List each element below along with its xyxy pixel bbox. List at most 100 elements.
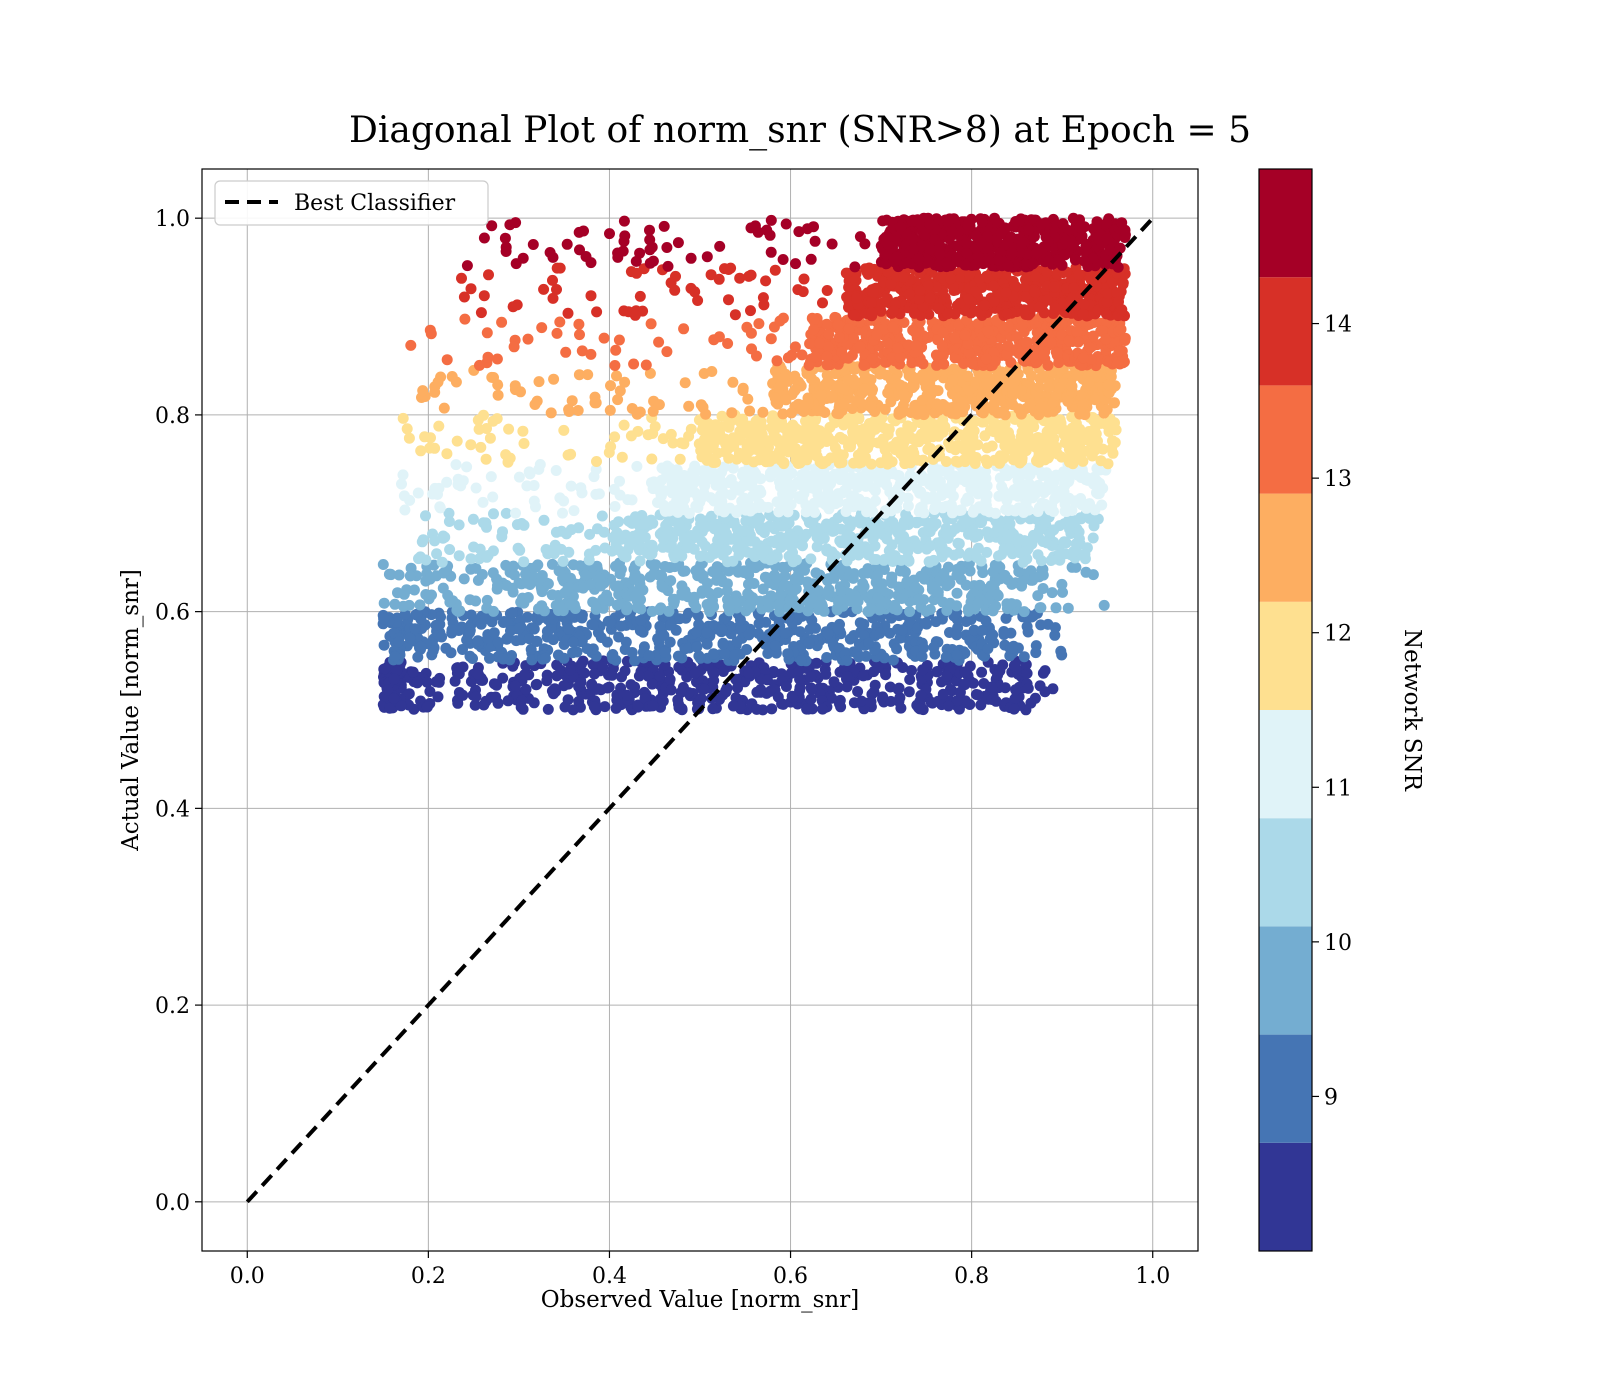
scatter-point — [562, 449, 574, 461]
scatter-point — [426, 589, 437, 601]
scatter-point — [943, 700, 954, 712]
scatter-point — [409, 623, 421, 635]
scatter-point — [994, 665, 1006, 677]
scatter-point — [1110, 424, 1122, 436]
scatter-point — [751, 350, 762, 362]
scatter-point — [635, 614, 647, 626]
scatter-point — [837, 433, 849, 445]
scatter-point — [897, 542, 909, 554]
scatter-point — [420, 510, 431, 522]
scatter-point — [560, 346, 572, 358]
scatter-point — [947, 374, 959, 386]
scatter-point — [654, 670, 666, 682]
scatter-point — [915, 690, 927, 701]
scatter-point — [1073, 533, 1085, 545]
scatter-point — [815, 389, 827, 401]
scatter-point — [809, 351, 821, 363]
scatter-point — [820, 455, 832, 467]
scatter-point — [1119, 332, 1131, 344]
scatter-point — [895, 379, 906, 391]
scatter-point — [576, 612, 588, 624]
scatter-point — [508, 341, 520, 353]
scatter-point — [487, 545, 499, 557]
scatter-point — [564, 664, 576, 676]
scatter-point — [887, 321, 899, 333]
scatter-point — [445, 647, 457, 659]
scatter-point — [909, 581, 921, 593]
scatter-point — [1066, 380, 1078, 392]
scatter-point — [664, 562, 676, 573]
scatter-point — [524, 468, 536, 480]
scatter-point — [412, 487, 424, 499]
scatter-point — [415, 640, 427, 652]
scatter-point — [747, 472, 758, 484]
scatter-point — [972, 542, 984, 554]
scatter-point — [899, 430, 911, 442]
scatter-point — [858, 359, 870, 371]
scatter-point — [731, 636, 743, 648]
scatter-point — [647, 428, 659, 439]
scatter-point — [1100, 333, 1112, 345]
scatter-point — [515, 701, 527, 713]
scatter-point — [761, 674, 773, 686]
scatter-point — [421, 701, 433, 713]
scatter-point — [953, 538, 965, 550]
scatter-point — [640, 359, 652, 371]
scatter-point — [1007, 642, 1019, 654]
scatter-point — [673, 698, 684, 710]
scatter-point — [806, 373, 817, 385]
scatter-point — [766, 703, 778, 715]
scatter-point — [1007, 388, 1019, 400]
scatter-point — [737, 466, 749, 478]
scatter-point — [708, 523, 720, 535]
scatter-point — [821, 377, 833, 389]
scatter-point — [744, 405, 756, 417]
scatter-point — [548, 548, 560, 560]
scatter-point — [598, 526, 610, 538]
scatter-point — [528, 623, 540, 635]
scatter-point — [1056, 649, 1068, 661]
scatter-point — [718, 533, 730, 545]
scatter-point — [1008, 660, 1020, 672]
scatter-point — [701, 638, 713, 650]
scatter-point — [728, 517, 740, 529]
scatter-point — [727, 555, 739, 567]
scatter-point — [437, 582, 449, 594]
scatter-point — [989, 507, 1001, 519]
scatter-point — [698, 683, 710, 695]
scatter-point — [976, 666, 988, 678]
scatter-point — [465, 439, 477, 451]
scatter-point — [910, 327, 921, 339]
scatter-point — [520, 683, 532, 695]
scatter-point — [954, 686, 966, 698]
scatter-point — [683, 607, 694, 619]
scatter-point — [444, 544, 456, 555]
scatter-point — [453, 550, 465, 562]
scatter-point — [444, 596, 456, 608]
scatter-point — [496, 316, 508, 328]
scatter-point — [1096, 499, 1108, 511]
scatter-point — [477, 496, 489, 508]
scatter-point — [987, 605, 999, 617]
scatter-point — [832, 623, 844, 635]
scatter-point — [501, 617, 513, 628]
scatter-point — [609, 501, 621, 512]
scatter-point — [941, 580, 953, 592]
scatter-point — [915, 502, 927, 514]
scatter-point — [377, 559, 389, 570]
scatter-point — [531, 635, 542, 647]
scatter-point — [457, 475, 469, 487]
scatter-point — [757, 501, 769, 513]
scatter-point — [913, 593, 924, 605]
scatter-point — [972, 689, 984, 701]
scatter-point — [691, 641, 703, 653]
scatter-point — [590, 544, 602, 556]
scatter-point — [893, 682, 905, 694]
scatter-point — [452, 697, 464, 709]
scatter-point — [1032, 549, 1044, 561]
scatter-point — [769, 365, 781, 377]
scatter-point — [510, 507, 521, 519]
scatter-point — [598, 332, 610, 344]
scatter-point — [1037, 569, 1049, 581]
scatter-point — [762, 648, 774, 659]
